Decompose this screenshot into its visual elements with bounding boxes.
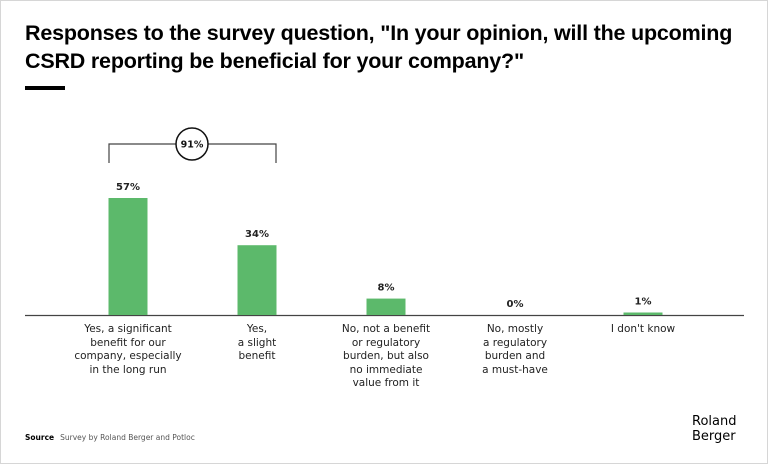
data-label-3: 0% xyxy=(507,299,524,310)
category-label-1: Yes, a slight benefit xyxy=(237,323,277,363)
category-label-2: No, not a benefit or regulatory burden, … xyxy=(341,323,431,390)
annotation-circle xyxy=(175,127,209,161)
data-label-0: 57% xyxy=(116,182,140,193)
data-label-1: 34% xyxy=(245,229,269,240)
data-label-4: 1% xyxy=(635,297,652,308)
source-label: Source xyxy=(25,433,55,442)
roland-berger-logo: Roland Berger xyxy=(692,414,736,444)
title-rule xyxy=(25,86,65,90)
bar-chart: 57% 34% 8% 0% 1% 91% xyxy=(25,127,744,317)
category-label-0: Yes, a significant benefit for our compa… xyxy=(74,323,182,376)
bar-0 xyxy=(108,198,148,315)
source-note: Source Survey by Roland Berger and Potloc xyxy=(25,433,195,442)
annotation-bracket xyxy=(108,143,277,163)
bar-2 xyxy=(366,298,406,315)
logo-line-1: Roland xyxy=(692,414,737,429)
logo-line-2: Berger xyxy=(692,429,736,444)
data-label-2: 8% xyxy=(378,283,395,294)
bar-1 xyxy=(237,245,277,315)
category-label-3: No, mostly a regulatory burden and a mus… xyxy=(482,323,548,376)
bar-4 xyxy=(623,312,663,315)
category-label-4: I don't know xyxy=(610,323,676,335)
source-text: Survey by Roland Berger and Potloc xyxy=(60,433,195,442)
chart-title: Responses to the survey question, "In yo… xyxy=(25,21,733,73)
annotation-label: 91% xyxy=(181,140,204,151)
